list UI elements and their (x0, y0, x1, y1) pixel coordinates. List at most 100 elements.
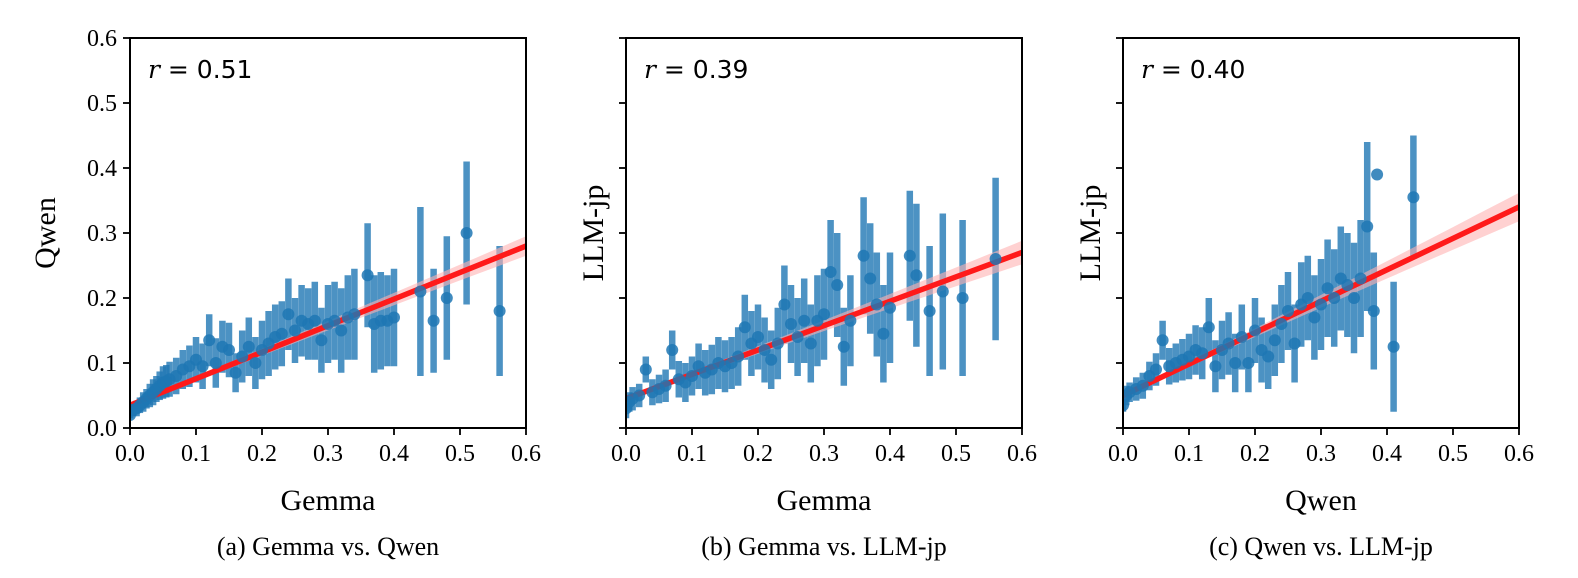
y-tick-label: 0.6 (87, 26, 117, 52)
correlation-annotation: r = 0.39 (644, 55, 748, 84)
y-axis-label: LLM-jp (1074, 185, 1107, 282)
data-point (910, 269, 923, 282)
data-point (1407, 191, 1420, 204)
x-axis-label: Qwen (1285, 484, 1357, 517)
y-tick-label: 0.0 (87, 416, 117, 442)
data-point (308, 314, 321, 327)
x-tick-label: 0.3 (313, 441, 343, 467)
plot-area (130, 161, 526, 421)
data-point (229, 366, 242, 379)
panel-qwen-vs-llmjp: 0.0 0.1 0.2 0.3 0.4 0.5 0.6 r = 0.40 Qwen LLM-… (1074, 37, 1534, 561)
panel-caption: (c) Qwen vs. LLM-jp (1209, 532, 1433, 561)
x-tick-label: 0.0 (611, 441, 641, 467)
x-tick-label: 0.0 (1108, 441, 1138, 467)
data-point (804, 337, 817, 350)
data-point (1123, 399, 1129, 412)
x-tick-label: 0.6 (1504, 441, 1534, 467)
data-point (1315, 298, 1327, 311)
data-point (956, 292, 969, 304)
data-point (223, 344, 235, 356)
data-point (1136, 379, 1149, 392)
data-point (864, 272, 877, 285)
data-point (1268, 334, 1281, 347)
data-point (1156, 334, 1169, 347)
x-tick-label: 0.4 (875, 441, 905, 467)
data-point (666, 344, 679, 356)
x-tick-label: 0.2 (743, 441, 773, 467)
panel-gemma-vs-llmjp: 0.0 0.1 0.2 0.3 0.4 0.5 0.6 r = 0.39 Gemma LLM… (577, 37, 1037, 561)
data-point (414, 285, 427, 298)
data-point (732, 350, 745, 363)
data-point (936, 285, 949, 298)
data-point (1387, 340, 1400, 353)
x-tick-label: 0.1 (181, 441, 211, 467)
x-axis-label: Gemma (777, 484, 872, 517)
y-tick-label: 0.5 (87, 91, 117, 117)
data-point (1371, 168, 1384, 181)
data-point (844, 314, 857, 327)
data-point (989, 253, 1002, 265)
data-point (1341, 279, 1354, 291)
tick-group: 0.0 0.1 0.2 0.3 0.4 0.5 0.6 0.0 0.1 0.2 0.3 0.4 0.5 0… (87, 26, 541, 467)
x-tick-label: 0.0 (115, 441, 145, 467)
x-tick-label: 0.3 (809, 441, 839, 467)
data-point (798, 314, 811, 327)
data-point (1361, 220, 1374, 233)
data-point (1222, 337, 1235, 350)
correlation-annotation: r = 0.51 (148, 55, 252, 84)
panel-caption: (b) Gemma vs. LLM-jp (701, 532, 947, 561)
data-point (493, 305, 506, 317)
data-point (1288, 337, 1301, 350)
data-point (1348, 292, 1360, 304)
data-point (388, 311, 400, 324)
x-tick-label: 0.1 (677, 441, 707, 467)
x-tick-label: 0.5 (941, 441, 971, 467)
data-point (824, 266, 837, 278)
plot-area (1123, 135, 1519, 412)
x-tick-label: 0.2 (1240, 441, 1270, 467)
data-point (1150, 363, 1162, 376)
x-axis-label: Gemma (281, 484, 376, 517)
panel-caption: (a) Gemma vs. Qwen (217, 532, 439, 561)
data-point (738, 321, 751, 334)
panel-gemma-vs-qwen: 0.0 0.1 0.2 0.3 0.4 0.5 0.6 0.0 0.1 0.2 0.3 0.4 0.5 0… (29, 26, 541, 561)
y-tick-label: 0.3 (87, 221, 117, 247)
data-point (236, 350, 249, 363)
data-point (1282, 305, 1294, 317)
data-point (771, 337, 784, 350)
x-tick-label: 0.2 (247, 441, 277, 467)
data-point (1301, 292, 1314, 304)
data-point (1242, 357, 1255, 369)
data-point (328, 314, 341, 327)
y-tick-label: 0.2 (87, 286, 117, 312)
x-tick-label: 0.5 (1438, 441, 1468, 467)
data-point (315, 334, 328, 347)
data-point (1275, 318, 1288, 330)
plot-area (626, 177, 1022, 419)
data-point (818, 308, 830, 321)
data-point (870, 298, 883, 311)
y-axis-label: LLM-jp (577, 185, 610, 282)
data-point (791, 331, 804, 343)
data-point (686, 370, 698, 382)
data-point (249, 357, 262, 369)
data-point (348, 308, 361, 321)
data-point (758, 344, 771, 356)
y-tick-label: 0.4 (87, 156, 117, 182)
tick-group: 0.0 0.1 0.2 0.3 0.4 0.5 0.6 (1108, 37, 1534, 467)
data-point (1235, 331, 1248, 343)
data-point (1321, 282, 1334, 295)
data-point (1367, 305, 1380, 317)
data-point (1308, 311, 1321, 324)
data-point (1354, 272, 1367, 285)
tick-group: 0.0 0.1 0.2 0.3 0.4 0.5 0.6 (611, 37, 1037, 467)
data-point (440, 292, 453, 304)
data-point (242, 340, 255, 353)
data-point (785, 318, 797, 330)
data-point (282, 308, 295, 321)
data-point (903, 249, 916, 262)
data-point (203, 334, 216, 347)
data-point (884, 301, 896, 314)
data-point (1202, 321, 1215, 334)
